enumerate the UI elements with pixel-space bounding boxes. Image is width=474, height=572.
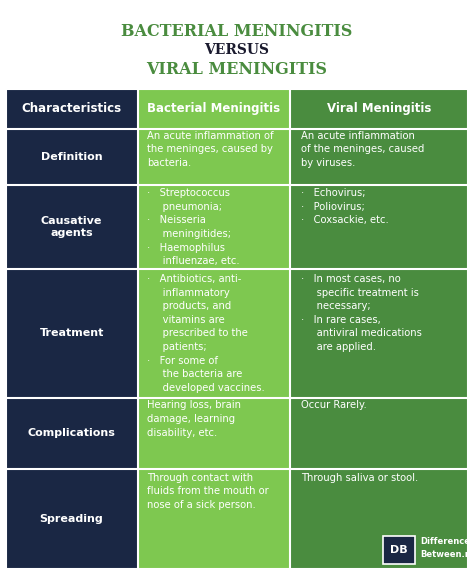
Text: ·   Streptococcus
     pneumonia;
·   Neisseria
     meningitides;
·   Haemophil: · Streptococcus pneumonia; · Neisseria m… (146, 188, 239, 266)
Text: Hearing loss, brain
damage, learning
disability, etc.: Hearing loss, brain damage, learning dis… (146, 400, 241, 438)
Text: Spreading: Spreading (40, 514, 103, 524)
Text: VIRAL MENINGITIS: VIRAL MENINGITIS (146, 61, 328, 78)
Text: An acute inflammation of
the meninges, caused by
bacteria.: An acute inflammation of the meninges, c… (146, 131, 273, 168)
Text: BACTERIAL MENINGITIS: BACTERIAL MENINGITIS (121, 23, 353, 40)
Text: Causative
agents: Causative agents (41, 216, 102, 237)
Text: Occur Rarely.: Occur Rarely. (301, 400, 366, 411)
Text: Through saliva or stool.: Through saliva or stool. (301, 472, 418, 483)
Text: Complications: Complications (27, 428, 116, 438)
Text: ·   In most cases, no
     specific treatment is
     necessary;
·   In rare cas: · In most cases, no specific treatment i… (301, 274, 422, 352)
Text: Treatment: Treatment (39, 328, 104, 338)
Text: DB: DB (390, 545, 408, 555)
Text: Through contact with
fluids from the mouth or
nose of a sick person.: Through contact with fluids from the mou… (146, 472, 268, 510)
Text: Bacterial Meningitis: Bacterial Meningitis (147, 102, 281, 115)
Text: VERSUS: VERSUS (204, 43, 270, 57)
Text: An acute inflammation
of the meninges, caused
by viruses.: An acute inflammation of the meninges, c… (301, 131, 424, 168)
Text: Viral Meningitis: Viral Meningitis (327, 102, 431, 115)
Text: ·   Antibiotics, anti-
     inflammatory
     products, and
     vitamins are
  : · Antibiotics, anti- inflammatory produc… (146, 274, 264, 393)
Text: Definition: Definition (41, 152, 102, 162)
Text: Between.net: Between.net (420, 550, 474, 559)
Bar (383, 536, 415, 564)
Text: Characteristics: Characteristics (21, 102, 122, 115)
Text: Difference: Difference (420, 537, 470, 546)
Text: ·   Echovirus;
·   Poliovirus;
·   Coxsackie, etc.: · Echovirus; · Poliovirus; · Coxsackie, … (301, 188, 389, 225)
